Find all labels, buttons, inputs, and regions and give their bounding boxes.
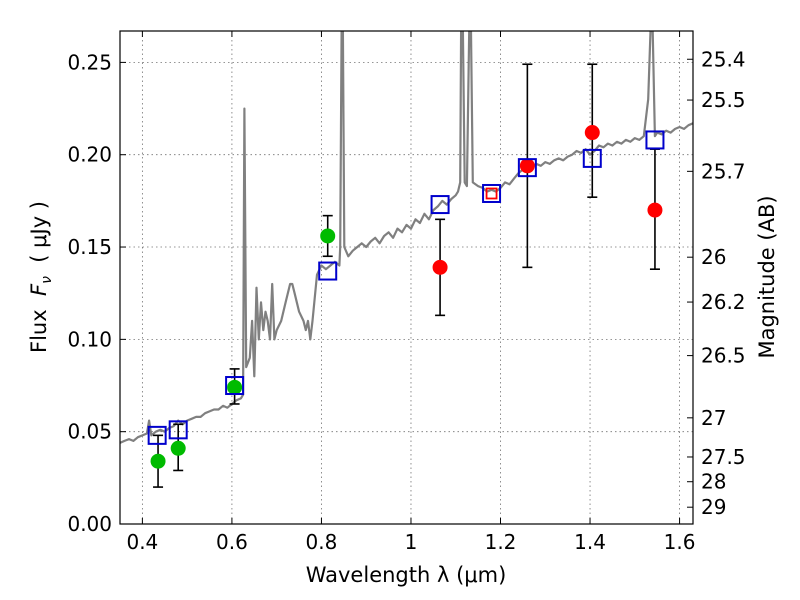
y-label-subscript: ν	[39, 276, 55, 284]
magnitude-tick-label: 26.5	[701, 344, 746, 368]
y-tick-label: 0.00	[67, 512, 112, 536]
observed-point	[227, 379, 243, 395]
y-label-symbol: F	[27, 283, 51, 296]
observed-point	[320, 228, 336, 244]
model-square	[645, 130, 665, 150]
y-tick-label: 0.05	[67, 420, 112, 444]
x-tick-label: 0.4	[126, 530, 158, 554]
magnitude-tick-label: 27	[701, 406, 726, 430]
x-tick-label: 0.6	[216, 530, 248, 554]
observed-point	[647, 202, 663, 218]
data-points	[150, 125, 663, 469]
y-label-unit: ( μJy )	[27, 201, 51, 276]
x-tick-label: 1.6	[664, 530, 696, 554]
magnitude-tick-label: 25.7	[701, 159, 746, 183]
x-tick-label: 1.4	[574, 530, 606, 554]
model-square	[517, 158, 537, 178]
y-tick-label: 0.25	[67, 50, 112, 74]
model-square	[318, 261, 338, 281]
magnitude-tick-label: 25.4	[701, 47, 746, 71]
magnitude-tick-label: 25.5	[701, 88, 746, 112]
tick-labels: 0.00 0.05 0.10 0.15 0.20 0.25 0.4 0.6 0.8 1 1.2 1.4…	[67, 47, 745, 554]
observed-point	[432, 259, 448, 275]
plot-frame	[119, 30, 694, 525]
observed-point	[150, 453, 166, 469]
x-tick-label: 1	[405, 530, 418, 554]
magnitude-tick-label: 26.2	[701, 290, 746, 314]
magnitude-tick-label: 26	[701, 245, 726, 269]
y-label-part: Flux	[27, 296, 51, 353]
grid	[120, 31, 693, 525]
y-tick-label: 0.20	[67, 143, 112, 167]
observed-point	[519, 158, 535, 174]
error-bars	[153, 63, 660, 488]
x-tick-label: 0.8	[306, 530, 338, 554]
x-tick-label: 1.2	[485, 530, 517, 554]
x-axis-label: Wavelength λ (μm)	[306, 563, 507, 587]
ticks	[120, 31, 693, 525]
y-axis-right-label: Magnitude (AB)	[755, 195, 779, 358]
model-square	[225, 376, 245, 396]
model-square	[582, 148, 602, 168]
observed-point	[170, 440, 186, 456]
model-square	[168, 420, 188, 440]
model-photometry	[147, 130, 665, 445]
spectrum-layer	[120, 31, 693, 444]
magnitude-tick-label: 27.5	[701, 445, 746, 469]
y-tick-label: 0.15	[67, 235, 112, 259]
model-square-inner	[485, 187, 498, 200]
y-axis-label: Flux Fν ( μJy )	[27, 201, 55, 353]
magnitude-tick-label: 29	[701, 495, 726, 519]
observed-point	[584, 125, 600, 141]
model-square	[482, 183, 502, 203]
spectrum-line	[120, 31, 693, 444]
y-tick-label: 0.10	[67, 327, 112, 351]
y-axis-label-text: Flux Fν ( μJy )	[27, 201, 55, 353]
model-square	[430, 195, 450, 215]
magnitude-tick-label: 28	[701, 470, 726, 494]
model-square	[147, 425, 167, 445]
